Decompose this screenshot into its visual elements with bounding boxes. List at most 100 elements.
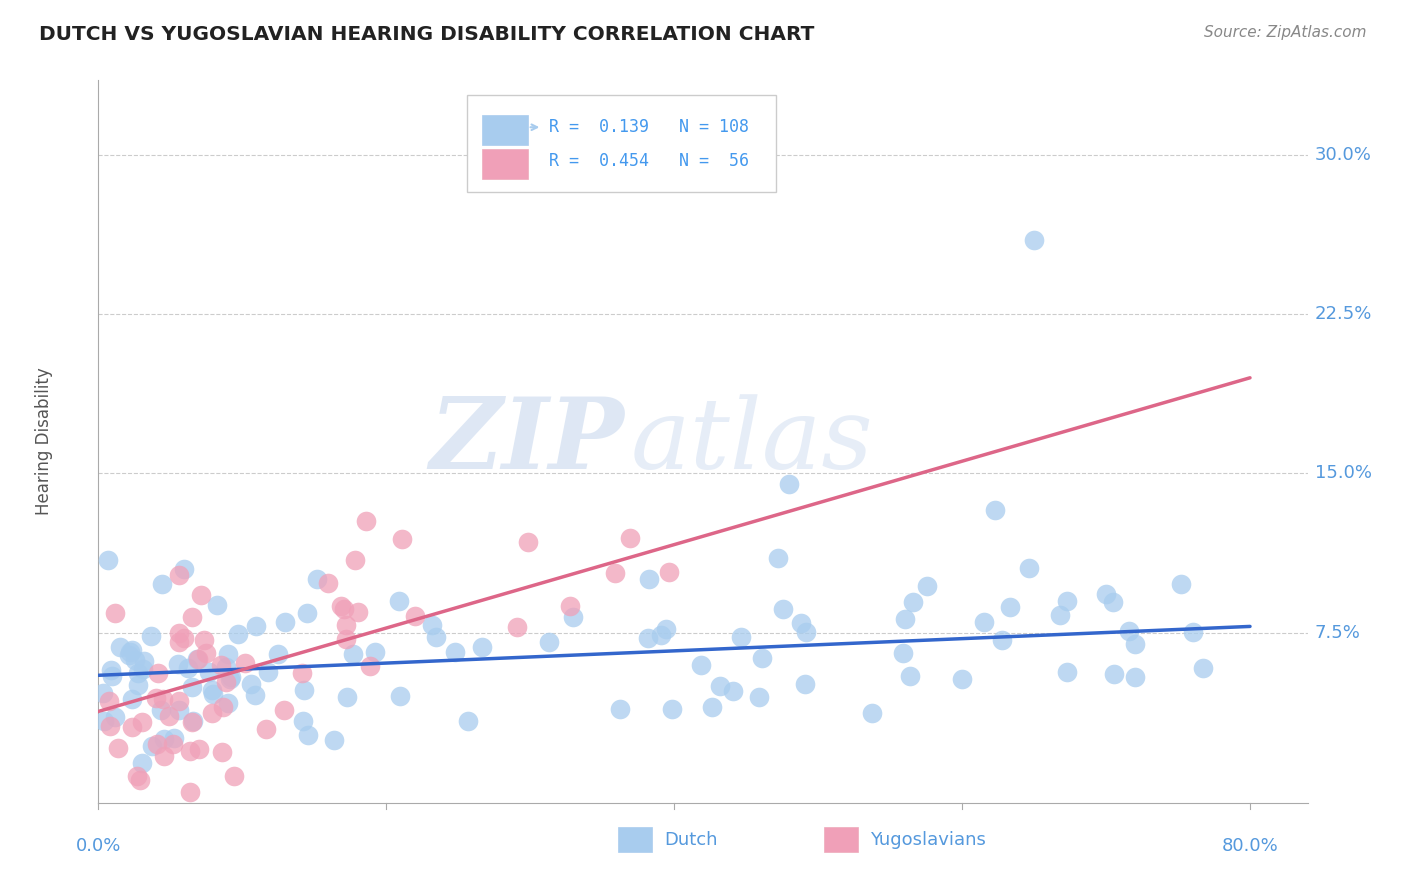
Point (173, 631, 195, 645)
Point (860, 706, 883, 721)
Point (702, 699, 724, 714)
Text: Hearing Disability: Hearing Disability (35, 368, 53, 516)
Point (181, 714, 204, 728)
Point (177, 661, 200, 675)
Point (316, 576, 339, 591)
Point (217, 696, 239, 710)
Point (347, 605, 370, 619)
Text: Yugoslavians: Yugoslavians (870, 830, 986, 848)
Text: DUTCH VS YUGOSLAVIAN HEARING DISABILITY CORRELATION CHART: DUTCH VS YUGOSLAVIAN HEARING DISABILITY … (39, 25, 814, 44)
Point (211, 745, 233, 759)
Point (180, 681, 202, 695)
Point (173, 562, 195, 576)
Point (127, 769, 149, 783)
Point (391, 532, 413, 546)
Text: Source: ZipAtlas.com: Source: ZipAtlas.com (1204, 25, 1367, 40)
Point (650, 628, 672, 642)
Point (354, 514, 377, 528)
Point (638, 573, 661, 587)
Point (188, 742, 211, 756)
Point (305, 572, 328, 586)
Point (98, 694, 121, 708)
Point (257, 665, 280, 679)
Point (389, 689, 412, 703)
Point (1102, 666, 1125, 681)
Point (104, 710, 127, 724)
Point (167, 694, 190, 708)
Point (292, 714, 315, 729)
Point (661, 702, 683, 716)
Point (117, 648, 139, 662)
Point (180, 714, 202, 729)
Text: ZIP: ZIP (429, 393, 624, 490)
Text: R =  0.139   N = 108: R = 0.139 N = 108 (550, 119, 749, 136)
Point (273, 703, 295, 717)
Point (201, 687, 224, 701)
Point (146, 665, 169, 680)
Point (141, 739, 163, 753)
Point (766, 550, 789, 565)
Text: 30.0%: 30.0% (1315, 145, 1372, 163)
Point (127, 677, 149, 691)
Point (898, 669, 921, 683)
Point (180, 610, 202, 624)
Point (332, 602, 354, 616)
Point (973, 615, 995, 629)
Point (297, 728, 319, 742)
Point (335, 632, 357, 646)
Point (254, 722, 277, 736)
Point (1022, 233, 1045, 247)
Point (1056, 665, 1078, 680)
Point (1102, 594, 1125, 608)
Point (561, 610, 583, 624)
Text: Dutch: Dutch (664, 830, 718, 848)
Point (120, 645, 142, 659)
Point (107, 740, 129, 755)
Point (226, 627, 249, 641)
Text: 7.5%: 7.5% (1315, 624, 1361, 642)
Point (127, 666, 149, 681)
Point (152, 692, 174, 706)
Point (201, 683, 224, 698)
Point (1018, 561, 1040, 575)
Point (443, 644, 465, 658)
Point (121, 720, 143, 734)
Point (709, 679, 731, 693)
Point (789, 615, 811, 630)
Point (292, 683, 315, 698)
Point (901, 595, 924, 609)
Point (619, 532, 641, 546)
Point (91, 686, 114, 700)
Point (558, 599, 581, 614)
Point (128, 773, 150, 788)
Point (150, 577, 173, 591)
Point (388, 594, 411, 608)
Point (209, 658, 232, 673)
Point (330, 599, 353, 613)
Point (471, 640, 494, 654)
Point (169, 626, 191, 640)
FancyBboxPatch shape (482, 115, 527, 145)
Point (637, 632, 659, 646)
Point (146, 737, 169, 751)
Point (721, 684, 744, 698)
Point (991, 633, 1014, 648)
Point (609, 702, 631, 716)
Point (93, 714, 115, 729)
Point (205, 598, 228, 612)
FancyBboxPatch shape (824, 827, 858, 852)
Point (1192, 661, 1215, 675)
Point (404, 609, 426, 624)
Point (145, 690, 167, 705)
Point (163, 731, 186, 745)
Point (893, 612, 915, 626)
Point (101, 669, 124, 683)
Point (167, 568, 190, 582)
Point (108, 640, 131, 654)
Point (425, 630, 447, 644)
Point (1118, 624, 1140, 638)
Point (891, 646, 914, 660)
Point (134, 654, 156, 668)
Point (730, 630, 752, 644)
Point (1094, 587, 1116, 601)
